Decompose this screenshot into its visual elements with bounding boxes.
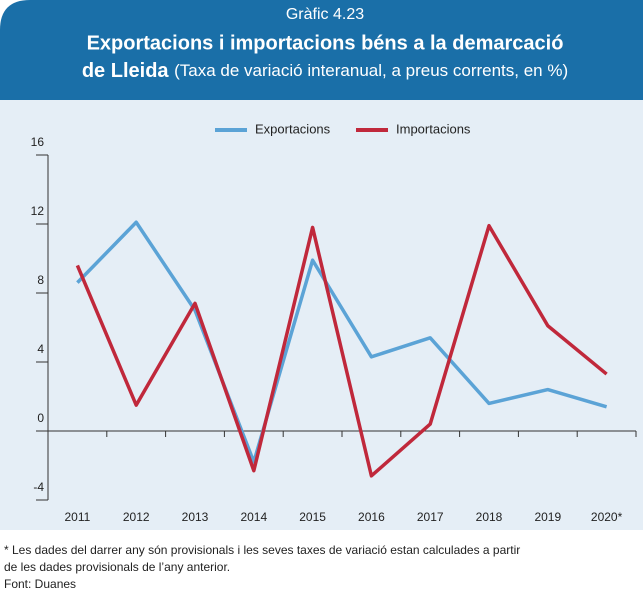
line-series xyxy=(76,220,608,464)
chart-label: Gràfic 4.23 xyxy=(286,6,364,23)
x-tick-label: 2012 xyxy=(123,510,150,524)
x-tick-label: 2016 xyxy=(358,510,385,524)
plot-bg xyxy=(0,100,643,530)
x-tick-label: 2013 xyxy=(182,510,209,524)
chart-title-line2: de Lleida (Taxa de variació interanual, … xyxy=(82,60,568,82)
x-tick-label: 2018 xyxy=(476,510,503,524)
y-tick-label: 0 xyxy=(37,411,44,425)
y-tick-label: 8 xyxy=(37,273,44,287)
x-tick-label: 2014 xyxy=(240,510,267,524)
y-tick-label: -4 xyxy=(33,480,44,494)
x-tick-label: 2011 xyxy=(64,510,90,524)
header-bg xyxy=(0,0,643,100)
footnote: de les dades provisionals de l’any anter… xyxy=(4,560,230,574)
x-tick-label: 2017 xyxy=(417,510,444,524)
y-tick-label: 4 xyxy=(37,342,44,356)
title-part: de Lleida xyxy=(82,60,170,82)
x-tick-label: 2015 xyxy=(299,510,326,524)
legend-label: Importacions xyxy=(396,121,471,136)
line-series xyxy=(75,223,608,478)
footnote: * Les dades del darrer any són provision… xyxy=(4,543,520,557)
y-tick-label: 12 xyxy=(31,204,45,218)
subtitle: (Taxa de variació interanual, a preus co… xyxy=(174,61,568,80)
chart-title: Exportacions i importacions béns a la de… xyxy=(87,32,564,54)
x-tick-label: 2020* xyxy=(591,510,623,524)
x-tick-label: 2019 xyxy=(534,510,561,524)
source: Font: Duanes xyxy=(4,577,76,591)
legend-label: Exportacions xyxy=(255,121,331,136)
y-tick-label: 16 xyxy=(31,135,45,149)
